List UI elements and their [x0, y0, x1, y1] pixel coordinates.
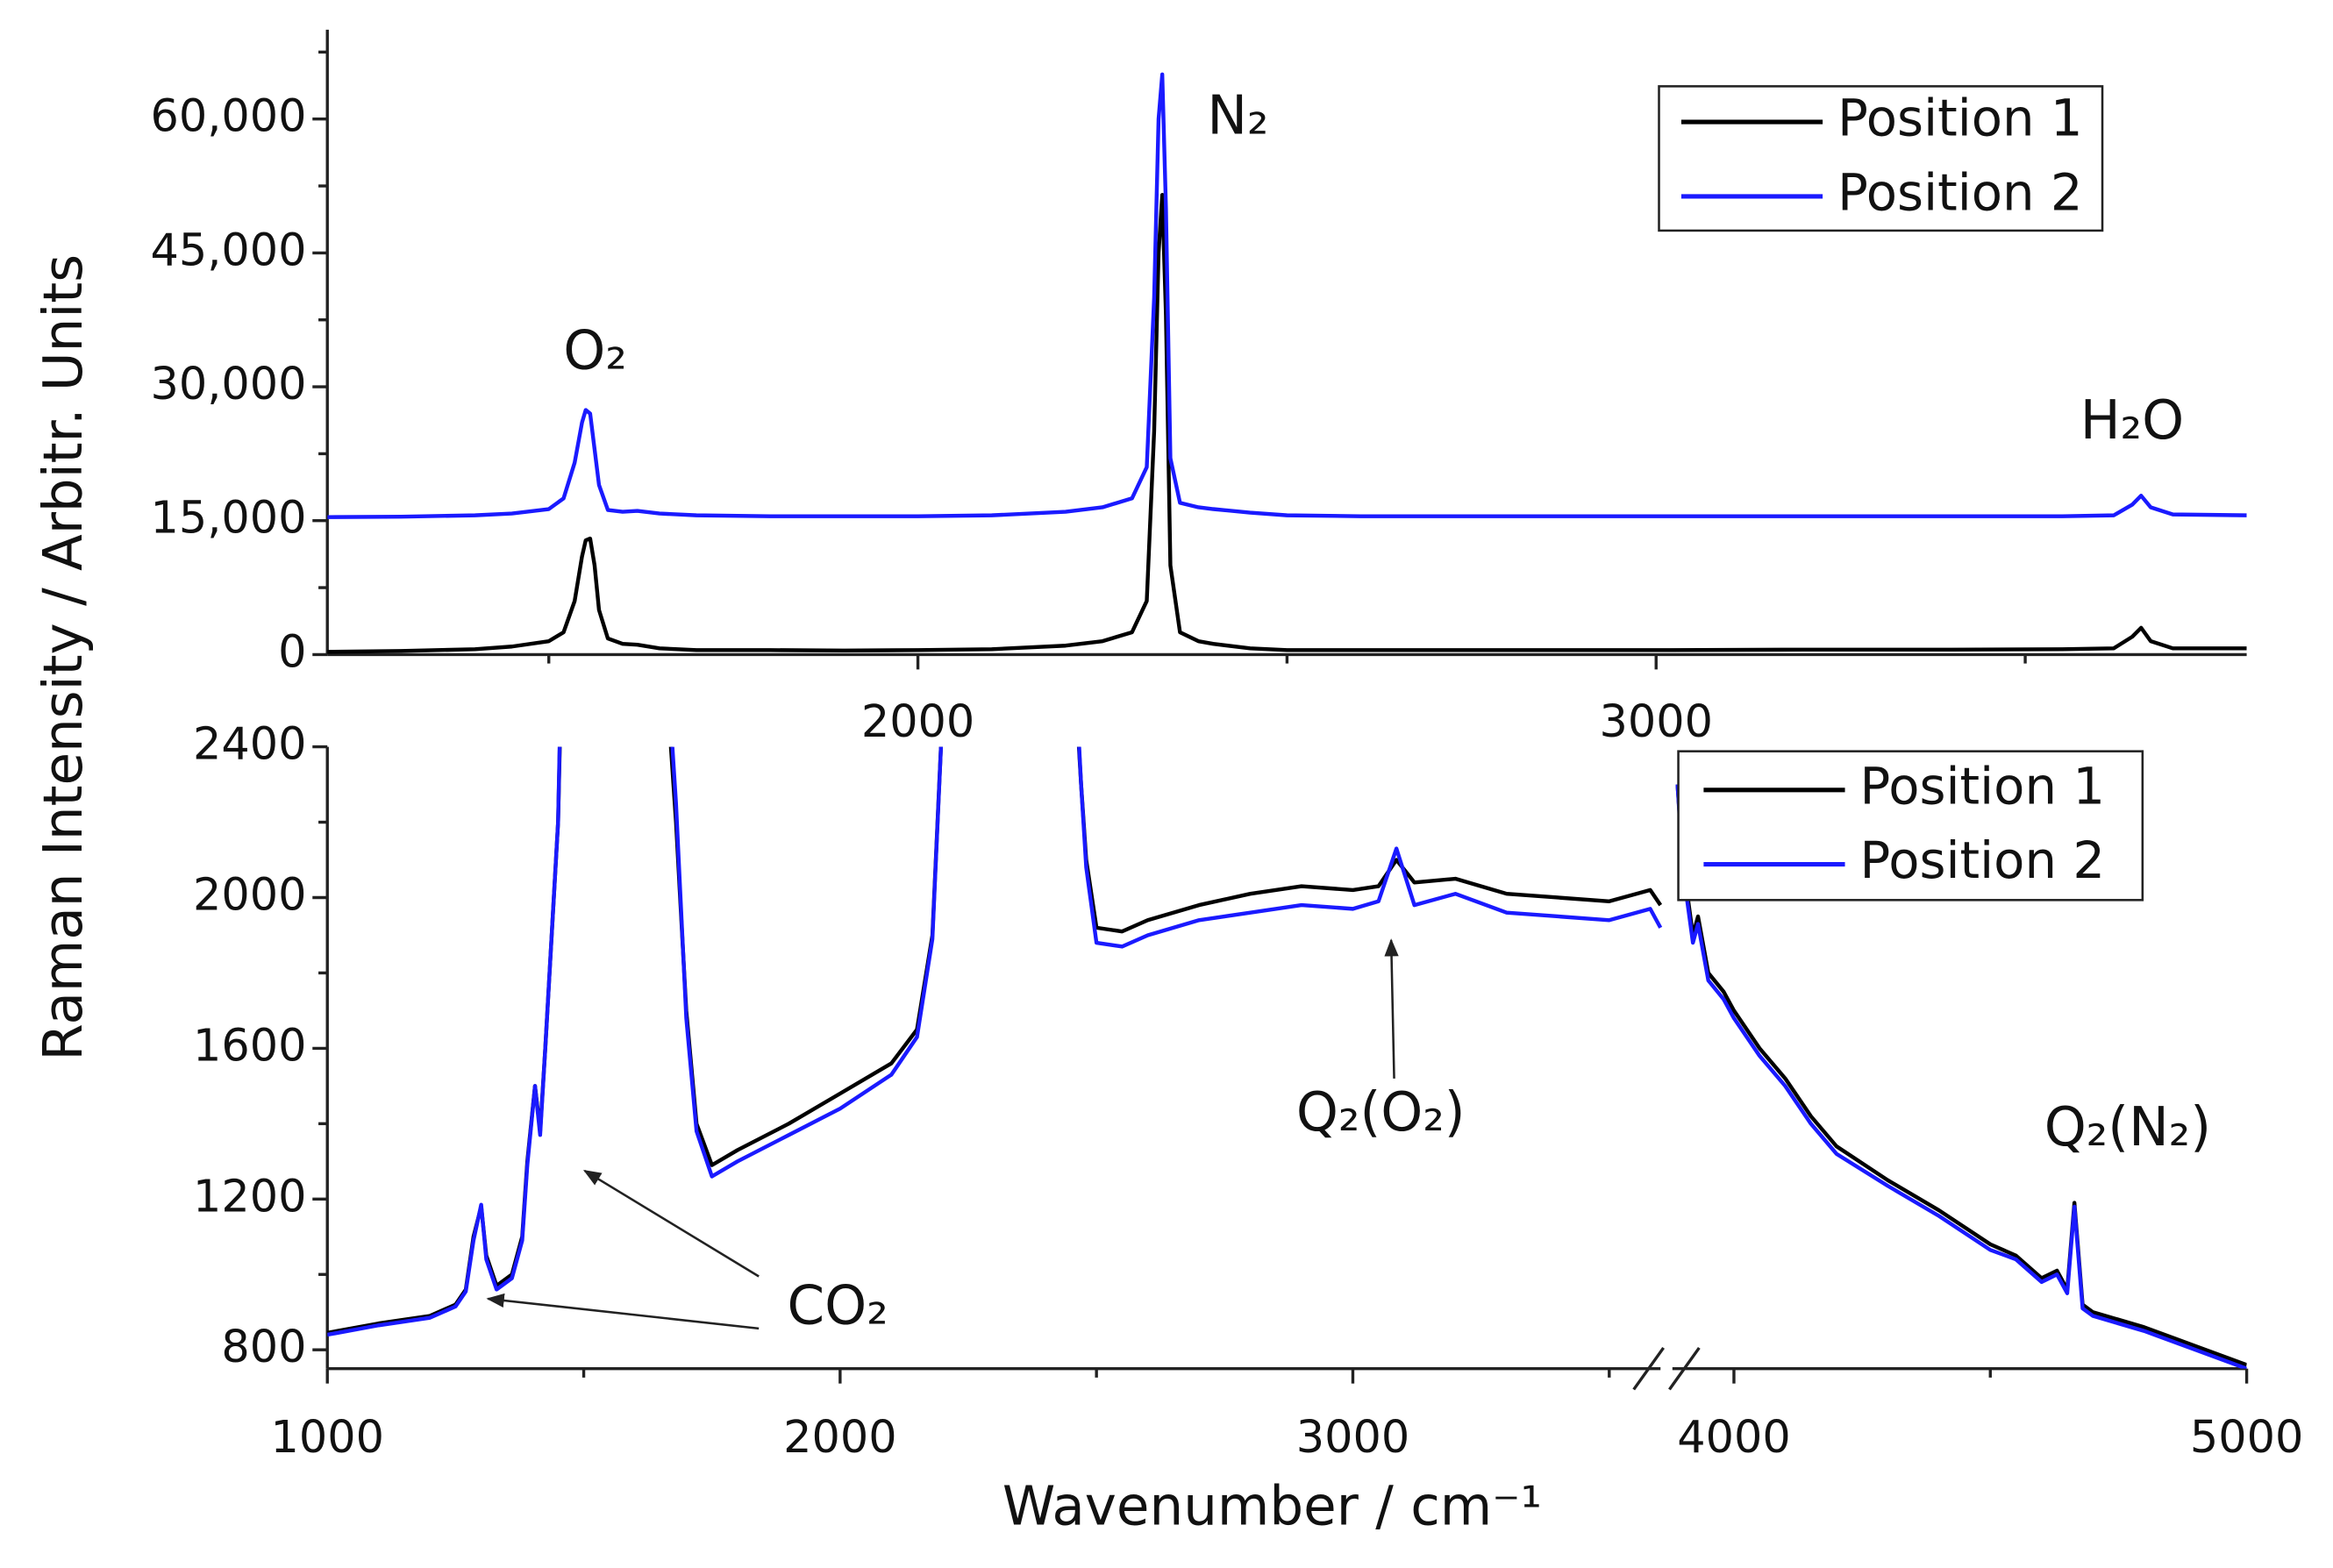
y-tick-label: 15,000	[150, 493, 306, 545]
y-axis-title: Raman Intensity / Arbitr. Units	[32, 254, 95, 1061]
y-tick-label: 0	[278, 626, 306, 678]
spectrum-line	[327, 746, 1663, 1337]
y-tick-label: 800	[221, 1322, 306, 1373]
x-axis-title: Wavenumber / cm⁻¹	[1002, 1475, 1542, 1537]
x-tick-label: 4000	[1677, 1412, 1790, 1464]
y-tick-label: 1200	[193, 1171, 306, 1222]
y-tick-label: 60,000	[150, 91, 306, 143]
y-tick-label: 30,000	[150, 359, 306, 410]
peak-annotation: Q₂(O₂)	[1296, 1081, 1466, 1144]
legend-label: Position 2	[1837, 163, 2083, 223]
annotation-arrow	[486, 1293, 760, 1330]
peak-annotation: N₂	[1207, 84, 1268, 146]
legend-label: Position 1	[1837, 89, 2083, 148]
legend-box	[1677, 750, 2144, 902]
y-tick-label: 2000	[193, 869, 306, 921]
x-tick-label: 2000	[783, 1412, 896, 1464]
peak-annotation: O₂	[563, 319, 627, 381]
x-tick-label: 5000	[2190, 1412, 2303, 1464]
x-tick-label: 2000	[861, 696, 974, 748]
y-tick-label: 1600	[193, 1020, 306, 1072]
axis-break	[1632, 1346, 1666, 1391]
spectrum-line	[327, 193, 2247, 654]
axis-break	[1668, 1346, 1701, 1391]
peak-annotation: CO₂	[788, 1274, 888, 1336]
spectrum-line	[327, 72, 2247, 519]
x-tick-label: 1000	[270, 1412, 383, 1464]
annotation-arrow	[1384, 938, 1399, 1079]
legend-label: Position 1	[1860, 756, 2106, 816]
legend-box	[1658, 85, 2104, 232]
annotation-arrow	[582, 1169, 760, 1278]
x-tick-label: 3000	[1296, 1412, 1409, 1464]
plot-area	[327, 746, 2247, 1369]
spectrum-line	[1675, 784, 2247, 1369]
legend-label: Position 2	[1860, 830, 2106, 890]
x-tick-label: 3000	[1600, 696, 1713, 748]
y-tick-label: 45,000	[150, 225, 306, 276]
plot-area	[327, 72, 2247, 654]
y-tick-label: 2400	[193, 719, 306, 771]
peak-annotation: H₂O	[2080, 389, 2184, 452]
peak-annotation: Q₂(N₂)	[2044, 1096, 2211, 1158]
